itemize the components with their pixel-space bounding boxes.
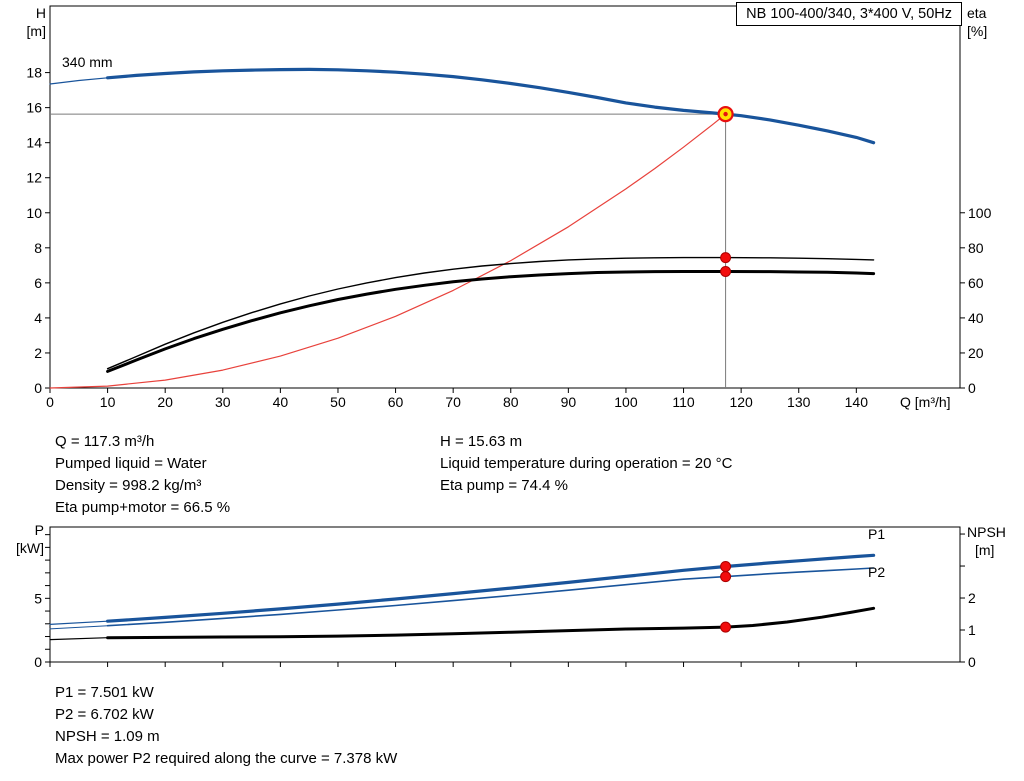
pump-title-box: NB 100-400/340, 3*400 V, 50Hz (736, 2, 962, 26)
x-tick-label: 140 (845, 394, 869, 410)
p1-duty-dot (720, 560, 732, 572)
y-tick-label: 12 (26, 170, 42, 186)
info-line-npsh: NPSH = 1.09 m (55, 728, 160, 745)
y-right-axis-label: eta (967, 5, 987, 21)
eta-pump-duty-dot (720, 252, 732, 264)
p2-curve-min-flow (49, 625, 109, 630)
y-tick-label: 8 (34, 240, 42, 256)
y-left-axis-label: P (35, 522, 44, 538)
y-right-axis-unit: [%] (967, 23, 987, 39)
power-data: P1 = 7.501 kW P2 = 6.702 kW NPSH = 1.09 … (55, 682, 397, 770)
qh-eta-chart: 0 10 20 30 40 50 60 70 80 90 100 110 120 130 140024681… (26, 5, 992, 410)
p1-curve-min-flow (49, 620, 109, 625)
right-axis: 0 1 2 (960, 533, 976, 670)
y-left-axis-label: H (36, 5, 46, 21)
y-tick-label: 0 (968, 380, 976, 396)
y-tick-label: 0 (34, 654, 42, 670)
y-tick-label: 10 (26, 205, 42, 221)
info-line-max-power-p2: Max power P2 required along the curve = … (55, 750, 398, 767)
y-tick-label: 20 (968, 345, 984, 361)
x-tick-label: 20 (157, 394, 173, 410)
y-tick-label: 80 (968, 240, 984, 256)
p2-curve (106, 567, 875, 627)
y-tick-label: 100 (968, 205, 992, 221)
y-tick-label: 0 (968, 654, 976, 670)
operating-data-left: Q = 117.3 m³/h Pumped liquid = Water Den… (55, 431, 230, 519)
npsh-curve-min-flow (49, 637, 109, 641)
x-tick-label: 70 (445, 394, 461, 410)
x-tick-label: 50 (330, 394, 346, 410)
info-line-temperature: Liquid temperature during operation = 20… (440, 455, 733, 472)
system-curve (49, 113, 727, 389)
operating-data-right: H = 15.63 m Liquid temperature during op… (440, 431, 732, 497)
y-tick-label: 16 (26, 100, 42, 116)
y-tick-label: 2 (34, 345, 42, 361)
y-left-axis-unit: [m] (27, 23, 46, 39)
y-tick-label: 6 (34, 275, 42, 291)
x-tick-label: 90 (561, 394, 577, 410)
impeller-diameter-label: 340 mm (62, 54, 113, 70)
plot-frame (49, 526, 961, 663)
npsh-curve (106, 606, 876, 640)
x-tick-label: 60 (388, 394, 404, 410)
info-line-eta-pump-motor: Eta pump+motor = 66.5 % (55, 499, 231, 516)
y-tick-label: 60 (968, 275, 984, 291)
y-tick-label: 2 (968, 590, 976, 606)
info-line-pumped-liquid: Pumped liquid = Water (55, 455, 207, 472)
x-tick-label: 30 (215, 394, 231, 410)
y-tick-label: 14 (26, 135, 42, 151)
x-axis-label: Q [m³/h] (900, 394, 951, 410)
npsh-duty-dot (720, 621, 732, 633)
left-axis: 0 2 4 6 8 10 12 14 16 18 (26, 65, 50, 396)
x-tick-label: 100 (614, 394, 638, 410)
y-right-axis-unit: [m] (975, 542, 994, 558)
head-curve (106, 67, 876, 145)
x-tick-label: 0 (46, 394, 54, 410)
left-axis: 05 (34, 534, 50, 670)
y-right-axis-label: NPSH (967, 524, 1006, 540)
info-line-p1: P1 = 7.501 kW (55, 684, 154, 701)
x-axis (49, 662, 857, 667)
x-tick-label: 130 (787, 394, 811, 410)
info-line-eta-pump: Eta pump = 74.4 % (440, 477, 568, 494)
x-tick-label: 80 (503, 394, 519, 410)
eta-pump-curve (106, 256, 875, 370)
p2-curve-label: P2 (868, 564, 885, 580)
info-line-p2: P2 = 6.702 kW (55, 706, 154, 723)
duty-point-marker-center (723, 111, 728, 117)
p1-curve-label: P1 (868, 526, 885, 542)
right-axis: 0 20 40 60 80 100 (960, 205, 992, 396)
x-tick-label: 120 (729, 394, 753, 410)
y-tick-label: 40 (968, 310, 984, 326)
y-tick-label: 5 (34, 590, 42, 606)
y-left-axis-unit: [kW] (16, 540, 44, 556)
info-line-head: H = 15.63 m (440, 433, 523, 450)
y-tick-label: 0 (34, 380, 42, 396)
info-line-density: Density = 998.2 kg/m³ (55, 477, 202, 494)
p2-duty-dot (720, 571, 732, 583)
x-tick-label: 110 (672, 394, 695, 410)
y-tick-label: 1 (968, 622, 976, 638)
eta-pump-motor-duty-dot (720, 265, 732, 277)
p1-curve (106, 553, 876, 623)
eta-pump-motor-curve (106, 270, 876, 373)
y-tick-label: 4 (34, 310, 42, 326)
x-tick-label: 10 (100, 394, 116, 410)
x-tick-label: 40 (273, 394, 289, 410)
y-tick-label: 18 (26, 65, 42, 81)
x-axis: 0 10 20 30 40 50 60 70 80 90 100 110 120 130 140 (46, 388, 868, 410)
info-line-flow: Q = 117.3 m³/h (55, 433, 155, 450)
plot-frame (49, 5, 961, 389)
head-curve-min-flow (49, 77, 109, 85)
pump-title: NB 100-400/340, 3*400 V, 50Hz (746, 6, 952, 22)
